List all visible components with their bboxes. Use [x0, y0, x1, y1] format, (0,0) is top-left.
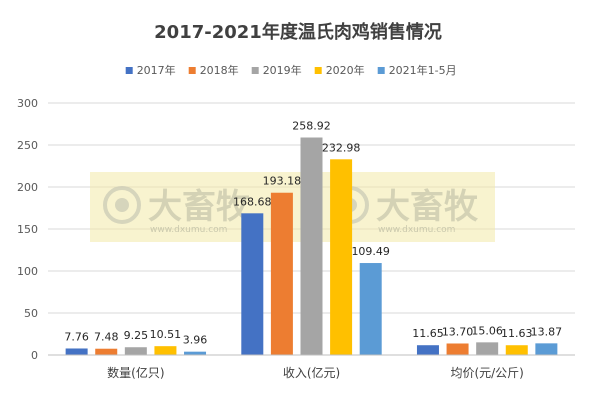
data-label: 15.06 [471, 324, 503, 337]
watermark-brand-left: 大畜牧 [148, 187, 251, 227]
data-label: 232.98 [322, 141, 361, 154]
watermark-brand-right: 大畜牧 [376, 187, 479, 227]
data-labels: 7.76 7.48 9.25 10.51 3.96 168.68 193.18 258.92 2… [64, 120, 562, 347]
legend-label: 2020年 [326, 63, 365, 77]
bar [446, 343, 469, 355]
legend: 2017年 2018年 2019年 2020年 2021年1-5月 [125, 63, 457, 77]
y-tick-label: 300 [17, 97, 38, 110]
data-label: 7.76 [64, 330, 89, 343]
y-tick-label: 150 [17, 223, 38, 236]
legend-swatch [377, 67, 385, 74]
legend-swatch [188, 67, 196, 74]
bar [95, 348, 118, 355]
data-label: 3.96 [183, 334, 208, 347]
bar [330, 159, 353, 355]
data-label: 11.65 [412, 327, 444, 340]
bar [65, 348, 88, 355]
legend-label: 2019年 [263, 63, 302, 77]
legend-label: 2021年1-5月 [389, 63, 457, 77]
legend-swatch [314, 67, 322, 74]
axes: 0 50 100 150 200 250 300 数量(亿只) 收入(亿元) 均价(元/公斤) [17, 97, 575, 380]
y-tick-label: 250 [17, 139, 38, 152]
bar [241, 213, 264, 355]
watermark: 大畜牧 www.dxumu.com 大畜牧 www.dxumu.com [90, 172, 495, 242]
bar [270, 192, 293, 355]
legend-label: 2018年 [200, 63, 239, 77]
x-category-label: 收入(亿元) [283, 365, 340, 380]
data-label: 7.48 [94, 331, 119, 344]
watermark-url-right: www.dxumu.com [378, 225, 455, 235]
chart-title: 2017-2021年度温氏肉鸡销售情况 [154, 21, 442, 43]
watermark-logo-left: 大畜牧 www.dxumu.com [103, 186, 251, 235]
bar [300, 137, 323, 355]
data-label: 13.87 [531, 325, 563, 338]
x-category-label: 均价(元/公斤) [450, 366, 523, 380]
data-label: 13.70 [442, 325, 474, 338]
bar [535, 343, 558, 355]
y-tick-label: 200 [17, 181, 38, 194]
bar [359, 263, 382, 355]
x-category-label: 数量(亿只) [107, 365, 164, 380]
data-label: 11.63 [501, 327, 533, 340]
y-tick-label: 0 [31, 349, 38, 362]
data-label: 258.92 [292, 120, 331, 133]
data-label: 9.25 [124, 329, 149, 342]
y-tick-label: 50 [24, 307, 38, 320]
legend-label: 2017年 [137, 63, 176, 77]
bar [476, 342, 499, 355]
data-label: 193.18 [263, 175, 302, 188]
legend-swatch [251, 67, 259, 74]
data-label: 168.68 [233, 195, 272, 208]
data-label: 109.49 [351, 245, 390, 258]
legend-swatch [125, 67, 133, 74]
bar [154, 346, 177, 355]
y-tick-label: 100 [17, 265, 38, 278]
bar [124, 347, 147, 355]
bar [505, 345, 528, 355]
bar [184, 351, 207, 355]
data-label: 10.51 [150, 328, 182, 341]
watermark-url-left: www.dxumu.com [150, 225, 227, 235]
bars [65, 137, 558, 355]
bar [416, 345, 439, 355]
